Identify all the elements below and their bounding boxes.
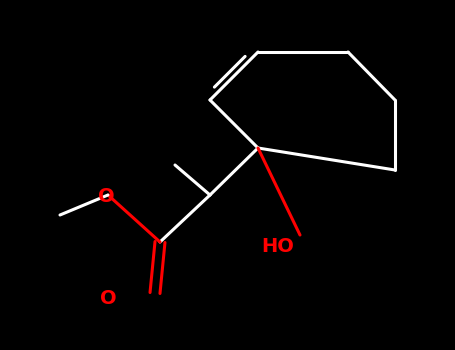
Text: HO: HO	[262, 238, 294, 257]
Text: O: O	[100, 288, 116, 308]
Text: O: O	[98, 188, 114, 206]
